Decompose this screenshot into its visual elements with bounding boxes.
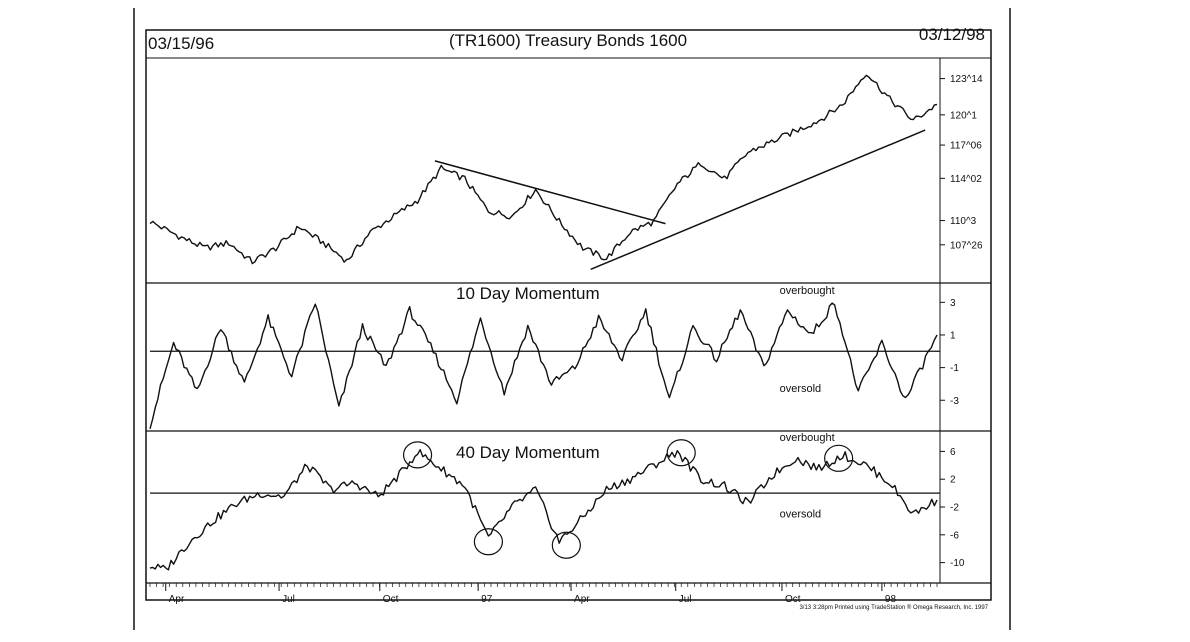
x-tick-label: Oct: [785, 594, 801, 605]
y-tick-label: 1: [950, 330, 956, 341]
highlight-circle: [551, 531, 581, 559]
y-tick-label: 6: [950, 447, 956, 458]
y-tick-label: -10: [950, 558, 965, 569]
highlight-circle: [473, 528, 504, 556]
y-tick-label: 120^1: [950, 110, 977, 121]
header-title: (TR1600) Treasury Bonds 1600: [449, 31, 687, 50]
y-tick-label: 110^3: [950, 216, 977, 227]
trendline-uptrend: [590, 129, 926, 271]
series-line: [149, 74, 938, 265]
y-tick-label: -1: [950, 363, 959, 374]
y-tick-label: 114^02: [950, 174, 982, 185]
annotation-oversold: oversold: [780, 383, 822, 395]
highlight-circle: [402, 441, 433, 469]
y-tick-label: 3: [950, 298, 956, 309]
y-tick-label: -6: [950, 530, 959, 541]
annotation-overbought: overbought: [780, 432, 835, 444]
annotation-oversold: oversold: [780, 508, 822, 520]
x-tick-label: Oct: [383, 594, 399, 605]
x-axis: Apr Jul Oct 97 Apr Jul Oct 98: [149, 583, 938, 605]
x-tick-label: 98: [885, 594, 897, 605]
series-line: [149, 449, 938, 571]
trendline-downtrend: [434, 160, 666, 225]
panel-title: 40 Day Momentum: [456, 443, 600, 462]
y-tick-label: -3: [950, 396, 959, 407]
x-tick-label: Apr: [574, 594, 590, 605]
x-tick-label: Apr: [169, 594, 185, 605]
x-tick-label: Jul: [282, 594, 295, 605]
x-tick-label: Jul: [679, 594, 692, 605]
series-line: [149, 302, 938, 429]
y-tick-label: -2: [950, 503, 959, 514]
momentum40-panel: 40 Day Momentum 6 2 -2 -6 -10 overbought overso…: [149, 432, 965, 571]
header-end-date: 03/12/98: [919, 25, 985, 44]
y-tick-label: 107^26: [950, 240, 983, 251]
highlight-circle: [824, 444, 854, 472]
y-tick-label: 2: [950, 475, 956, 486]
y-tick-label: 117^06: [950, 141, 982, 152]
panel-title: 10 Day Momentum: [456, 284, 600, 303]
header-start-date: 03/15/96: [148, 34, 214, 53]
price-panel: 123^14 120^1 117^06 114^02 110^3 107^26: [149, 74, 983, 271]
x-tick-label: 97: [481, 594, 493, 605]
momentum10-panel: 10 Day Momentum 3 1 -1 -3 overbought oversold: [149, 284, 959, 429]
y-tick-label: 123^14: [950, 74, 983, 85]
chart-frame: [145, 29, 992, 601]
highlight-circle: [666, 439, 696, 467]
annotation-overbought: overbought: [780, 285, 835, 297]
footer-credit: 3/13 3:28pm Printed using TradeStation ®…: [799, 604, 988, 611]
